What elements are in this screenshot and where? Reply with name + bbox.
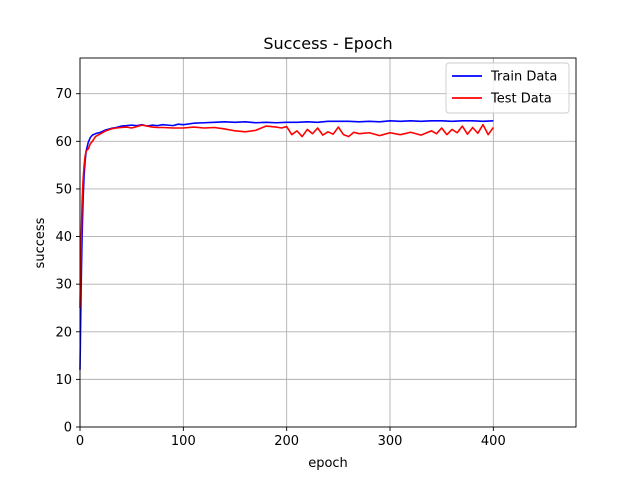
- legend-label-train-data: Train Data: [490, 70, 557, 85]
- x-tick-label: 300: [378, 434, 403, 449]
- x-axis-label: epoch: [308, 456, 348, 471]
- y-tick-label: 40: [55, 230, 72, 245]
- y-tick-label: 30: [55, 278, 72, 293]
- legend-label-test-data: Test Data: [490, 92, 552, 107]
- y-tick-label: 60: [55, 135, 72, 150]
- series-line-test-data: [79, 123, 494, 308]
- y-tick-label: 10: [55, 373, 72, 388]
- y-axis-label: success: [33, 217, 48, 268]
- series-layer: [79, 120, 494, 370]
- x-tick-label: 400: [481, 434, 506, 449]
- legend: Train Data Test Data: [445, 62, 570, 114]
- grid: [79, 58, 576, 428]
- x-tick-label: 200: [274, 434, 299, 449]
- series-line-train-data: [79, 120, 494, 370]
- y-tick-label: 70: [55, 87, 72, 102]
- y-tick-label: 50: [55, 182, 72, 197]
- axis-ticks: 0 100 200 300 400 0 10 20 30 40 50 60 70: [55, 87, 505, 449]
- plot-area-frame: [79, 57, 577, 428]
- x-tick-label: 0: [76, 434, 84, 449]
- y-tick-label: 20: [55, 325, 72, 340]
- chart-title: Success - Epoch: [263, 34, 392, 53]
- x-tick-label: 100: [171, 434, 196, 449]
- y-tick-label: 0: [64, 421, 72, 436]
